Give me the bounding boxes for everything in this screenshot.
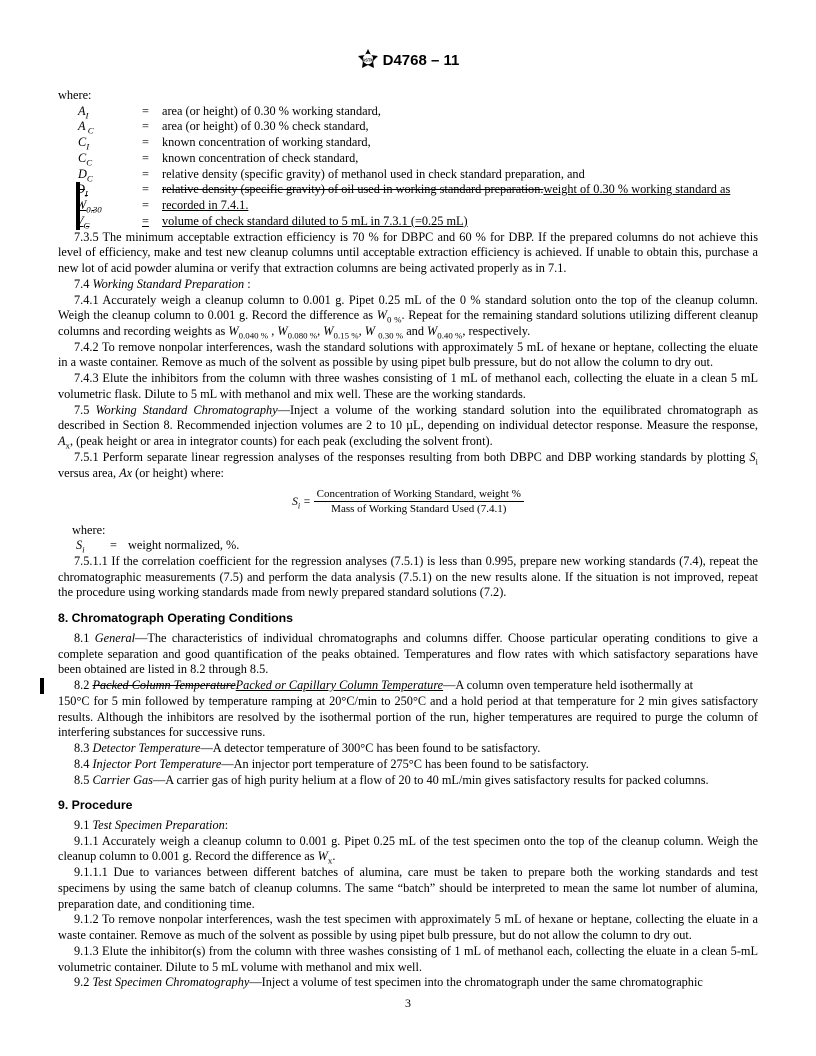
section-8-head: 8. Chromatograph Operating Conditions <box>58 611 758 627</box>
p-7.5: 7.5 Working Standard Chromatography—Inje… <box>58 403 758 450</box>
def-eq: = <box>142 167 162 183</box>
p-8.5: 8.5 Carrier Gas—A carrier gas of high pu… <box>58 773 758 789</box>
def-eq: = <box>142 104 162 120</box>
change-bar-8.2: 8.2 Packed Column TemperaturePacked or C… <box>40 678 758 694</box>
def-row: CI=known concentration of working standa… <box>78 135 730 151</box>
p-7.4: 7.4 Working Standard Preparation : <box>58 277 758 293</box>
definition-list-2: Si = weight normalized, %. <box>76 538 239 554</box>
formula-den: Mass of Working Standard Used (7.4.1) <box>314 502 524 516</box>
def-sym: DI <box>60 182 124 198</box>
svg-text:ASTM: ASTM <box>362 57 374 62</box>
where-label-2: where: <box>72 523 758 539</box>
p-7.5.1.1: 7.5.1.1 If the correlation coefficient f… <box>58 554 758 601</box>
def-text: recorded in 7.4.1. <box>162 198 730 214</box>
def-row: DC=relative density (specific gravity) o… <box>78 167 730 183</box>
def-sym: A C <box>78 119 142 135</box>
p-9.2: 9.2 Test Specimen Chromatography—Inject … <box>58 975 758 991</box>
definition-list: AI=area (or height) of 0.30 % working st… <box>76 104 730 230</box>
def-sym: CC <box>78 151 142 167</box>
def-sym: AI <box>78 104 142 120</box>
p-7.5.1: 7.5.1 Perform separate linear regression… <box>58 450 758 481</box>
astm-logo-icon: ASTM <box>357 48 379 74</box>
body: where: AI=area (or height) of 0.30 % wor… <box>58 88 758 991</box>
designation: D4768 – 11 <box>383 52 460 69</box>
def-text: known concentration of working standard, <box>162 135 730 151</box>
def-eq: = <box>142 151 162 167</box>
p-7.4.1: 7.4.1 Accurately weigh a cleanup column … <box>58 293 758 340</box>
formula-si: Si = Concentration of Working Standard, … <box>58 487 758 516</box>
p-7.3.5: 7.3.5 The minimum acceptable extraction … <box>58 230 758 277</box>
def-row: CC=known concentration of check standard… <box>78 151 730 167</box>
def-text: weight normalized, %. <box>128 538 239 554</box>
p-8.2-line1: 8.2 Packed Column TemperaturePacked or C… <box>58 678 758 694</box>
p-9.1.1: 9.1.1 Accurately weigh a cleanup column … <box>58 834 758 865</box>
p-8.3: 8.3 Detector Temperature—A detector temp… <box>58 741 758 757</box>
def-eq: = <box>142 119 162 135</box>
p-8.4: 8.4 Injector Port Temperature—An injecto… <box>58 757 758 773</box>
def-text: volume of check standard diluted to 5 mL… <box>162 214 730 230</box>
def-sym: VC <box>60 214 124 230</box>
def-text: area (or height) of 0.30 % check standar… <box>162 119 730 135</box>
def-sym: DC <box>78 167 142 183</box>
def-row: A C=area (or height) of 0.30 % check sta… <box>78 119 730 135</box>
formula-lhs: Si = <box>292 496 311 508</box>
p-9.1.2: 9.1.2 To remove nonpolar interferences, … <box>58 912 758 943</box>
p-8.1: 8.1 General—The characteristics of indiv… <box>58 631 758 678</box>
def-sym: Si <box>76 538 110 554</box>
section-9-head: 9. Procedure <box>58 798 758 814</box>
def-eq: = <box>142 214 162 230</box>
doc-header: ASTM D4768 – 11 <box>58 48 758 74</box>
p-8.2-rest: 150°C for 5 min followed by temperature … <box>58 694 758 741</box>
def-eq: = <box>142 198 162 214</box>
p-7.4.2: 7.4.2 To remove nonpolar interferences, … <box>58 340 758 371</box>
def-row: DI=relative density (specific gravity) o… <box>78 182 730 198</box>
formula-num: Concentration of Working Standard, weigh… <box>314 487 524 502</box>
def-eq: = <box>142 182 162 198</box>
def-text: relative density (specific gravity) of o… <box>162 182 730 198</box>
def-sym: W0.30 <box>60 198 124 214</box>
def-eq: = <box>110 538 128 554</box>
page-number: 3 <box>58 996 758 1011</box>
def-sym: CI <box>78 135 142 151</box>
def-text: known concentration of check standard, <box>162 151 730 167</box>
p-9.1.3: 9.1.3 Elute the inhibitor(s) from the co… <box>58 944 758 975</box>
def-row: Si = weight normalized, %. <box>76 538 239 554</box>
def-text: relative density (specific gravity) of m… <box>162 167 730 183</box>
def-text: area (or height) of 0.30 % working stand… <box>162 104 730 120</box>
p-9.1: 9.1 Test Specimen Preparation: <box>58 818 758 834</box>
page-root: ASTM D4768 – 11 where: AI=area (or heigh… <box>0 0 816 1031</box>
where-label: where: <box>58 88 758 104</box>
def-row: W0.30=recorded in 7.4.1. <box>78 198 730 214</box>
p-9.1.1.1: 9.1.1.1 Due to variances between differe… <box>58 865 758 912</box>
p-7.4.3: 7.4.3 Elute the inhibitors from the colu… <box>58 371 758 402</box>
def-row: VC=volume of check standard diluted to 5… <box>78 214 730 230</box>
formula-fraction: Concentration of Working Standard, weigh… <box>314 487 524 516</box>
def-eq: = <box>142 135 162 151</box>
def-row: AI=area (or height) of 0.30 % working st… <box>78 104 730 120</box>
